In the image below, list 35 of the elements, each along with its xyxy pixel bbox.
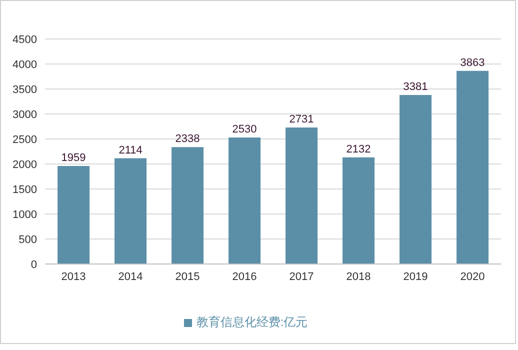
data-label: 1959 bbox=[61, 152, 86, 164]
data-label: 2338 bbox=[175, 133, 200, 146]
y-tick-label: 4500 bbox=[12, 34, 37, 46]
data-label: 2114 bbox=[118, 144, 142, 156]
y-tick-label: 2000 bbox=[12, 158, 37, 171]
bar bbox=[456, 70, 489, 264]
y-tick-label: 1000 bbox=[12, 208, 37, 221]
y-tick-label: 3500 bbox=[12, 84, 37, 96]
x-tick-label: 2016 bbox=[232, 270, 257, 283]
x-tick-label: 2017 bbox=[289, 270, 314, 283]
bar bbox=[400, 94, 432, 264]
y-tick-label: 2500 bbox=[12, 134, 37, 146]
data-label: 2132 bbox=[346, 143, 371, 156]
x-tick-label: 2019 bbox=[403, 270, 428, 283]
x-tick-label: 2013 bbox=[61, 270, 86, 283]
x-tick-label: 2020 bbox=[460, 270, 485, 283]
bar bbox=[286, 127, 318, 264]
x-tick-label: 2018 bbox=[346, 270, 371, 283]
x-tick-label: 2015 bbox=[175, 270, 200, 283]
data-label: 3863 bbox=[460, 56, 485, 69]
y-tick-label: 3000 bbox=[12, 108, 37, 121]
x-tick-label: 2014 bbox=[118, 270, 143, 283]
bar bbox=[342, 157, 375, 264]
bar bbox=[58, 166, 90, 264]
data-label: 3381 bbox=[403, 80, 428, 93]
y-tick-label: 1500 bbox=[12, 184, 37, 196]
bar bbox=[172, 147, 204, 264]
bar bbox=[114, 158, 147, 264]
y-tick-label: 4000 bbox=[12, 58, 37, 71]
bar bbox=[228, 138, 261, 264]
legend-label: 教育信息化经费:亿元 bbox=[196, 315, 308, 329]
y-tick-label: 0 bbox=[30, 258, 37, 271]
data-label: 2530 bbox=[232, 124, 257, 136]
data-label: 2731 bbox=[289, 113, 314, 126]
y-tick-label: 500 bbox=[18, 234, 37, 246]
